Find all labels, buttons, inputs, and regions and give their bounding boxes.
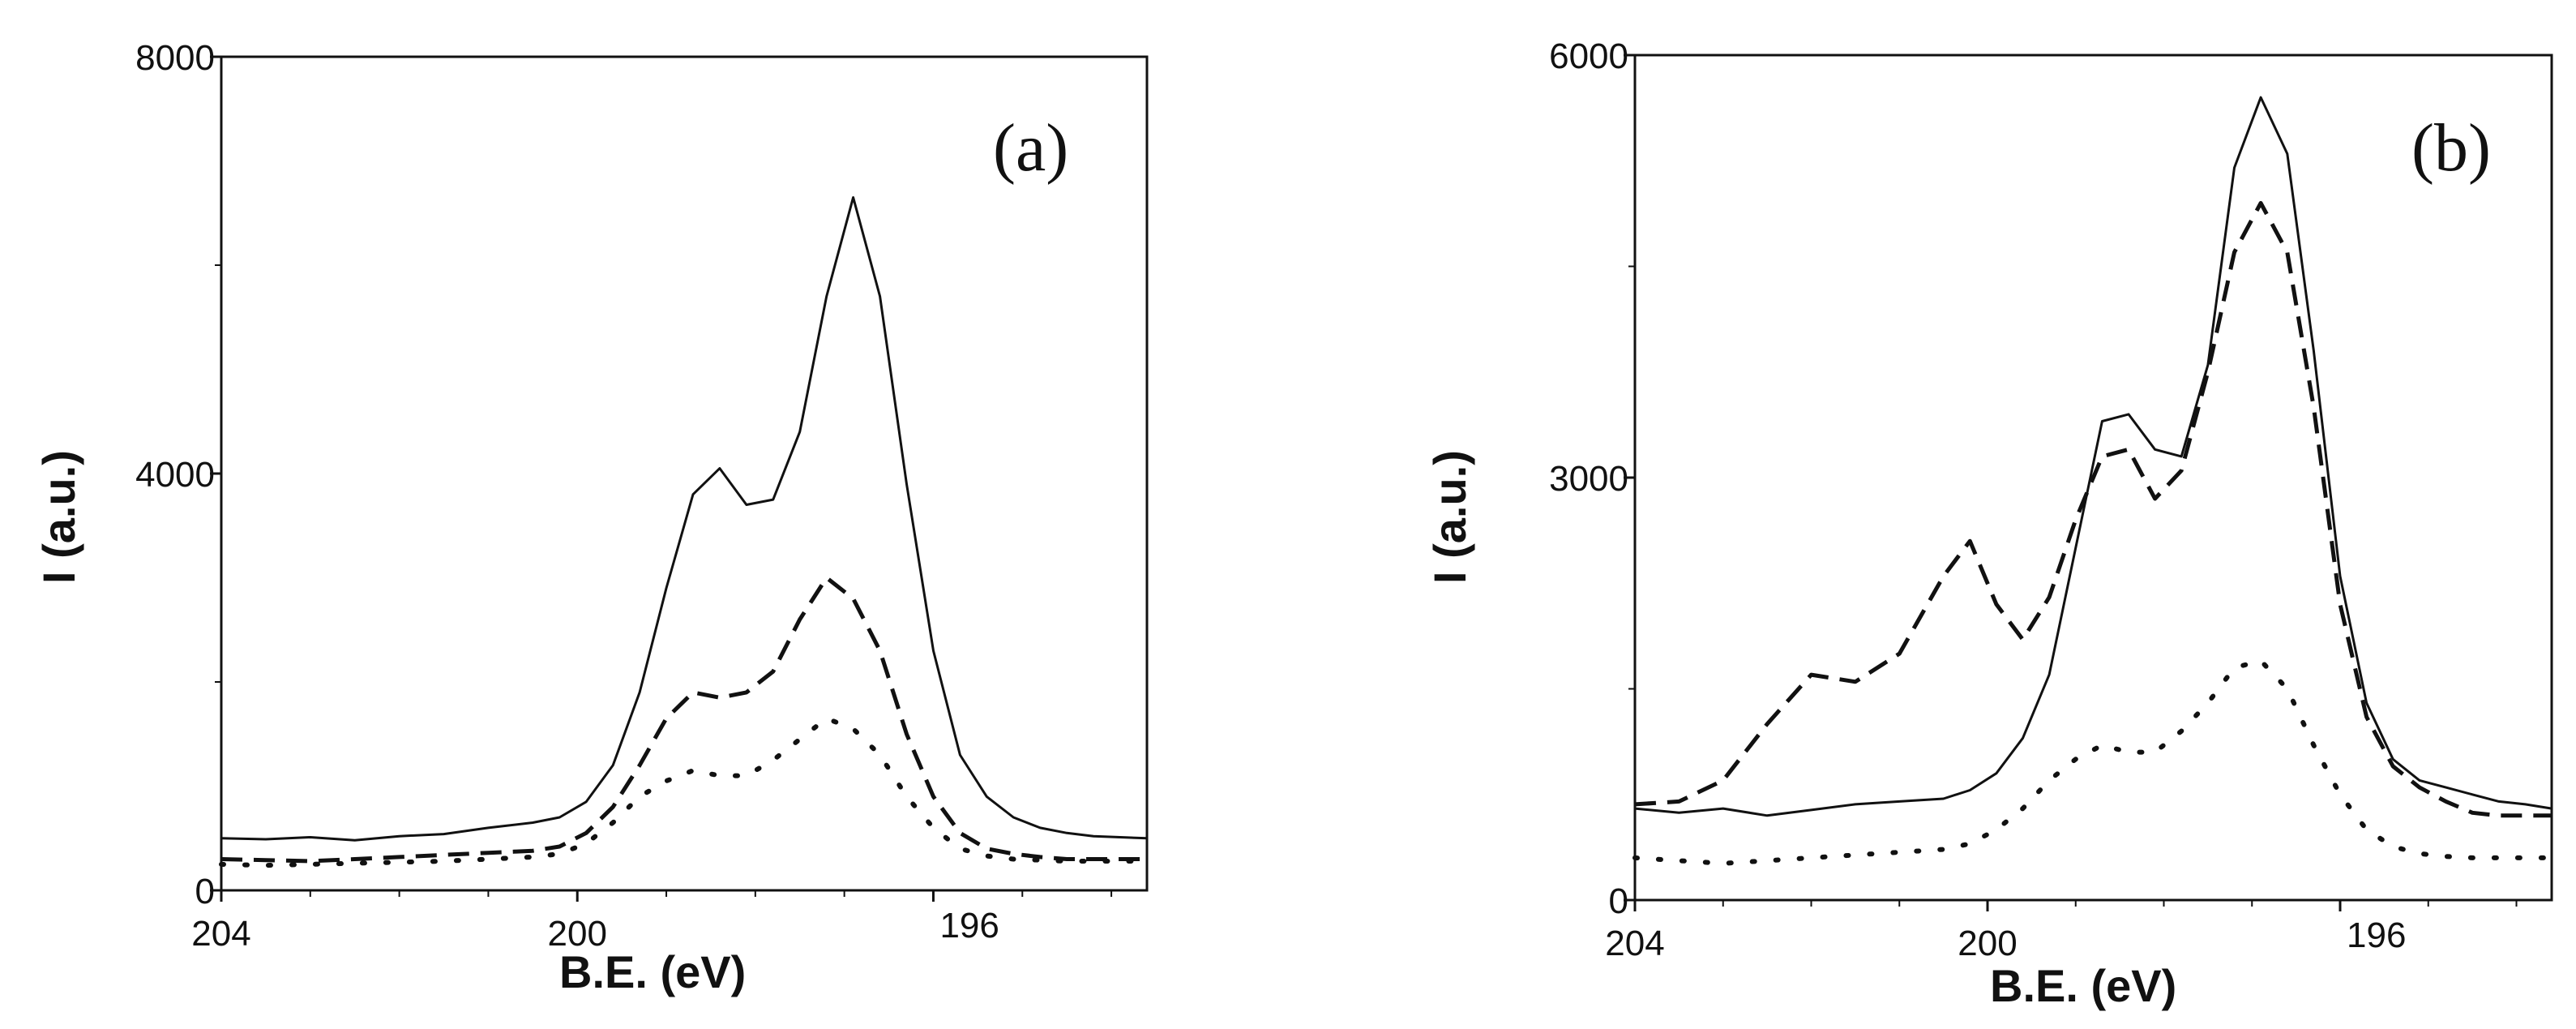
x-tick-label-a-1: 200: [548, 914, 607, 954]
y-axis-title-a: I (a.u.): [33, 450, 84, 584]
series-layer-b: [1632, 96, 2554, 866]
series-dashed-a: [220, 576, 1147, 864]
y-tick-label-b-2: 6000: [1549, 36, 1628, 76]
x-tick-label-b-1: 200: [1958, 924, 2017, 963]
series-dotted-b: [1632, 658, 2554, 866]
x-tick-label-a-2: 196: [939, 906, 999, 945]
y-tick-label-b-1: 3000: [1549, 459, 1628, 499]
panel-a: 204 200 196 0 4000 8000 (a) B.E. (eV) I (a.u.…: [33, 38, 1149, 997]
y-tick-label-a-2: 8000: [135, 38, 215, 78]
x-axis-title-b: B.E. (eV): [1990, 960, 2176, 1011]
y-tick-label-b-0: 0: [1609, 881, 1628, 921]
panel-label-a: (a): [993, 110, 1068, 186]
panel-b: 204 200 196 0 3000 6000 (b) B.E. (eV) I (a.u.…: [1424, 36, 2554, 1011]
y-axis-title-b: I (a.u.): [1424, 450, 1475, 584]
series-dotted-a: [219, 716, 1149, 868]
y-tick-label-a-0: 0: [195, 872, 215, 911]
x-axis-title-a: B.E. (eV): [559, 946, 746, 997]
series-layer-a: [219, 196, 1149, 868]
y-tick-label-a-1: 4000: [135, 455, 215, 495]
x-tick-label-a-0: 204: [191, 914, 250, 954]
x-tick-label-b-2: 196: [2347, 915, 2406, 955]
tick-layer-b: 204 200 196 0 3000 6000: [1549, 36, 2518, 963]
x-tick-label-b-0: 204: [1605, 924, 1664, 963]
panel-label-b: (b): [2411, 110, 2491, 186]
series-dashed-b: [1634, 200, 2552, 818]
series-solid-b: [1634, 96, 2552, 817]
series-solid-a: [220, 196, 1148, 842]
tick-layer-a: 204 200 196 0 4000 8000: [135, 38, 1113, 954]
